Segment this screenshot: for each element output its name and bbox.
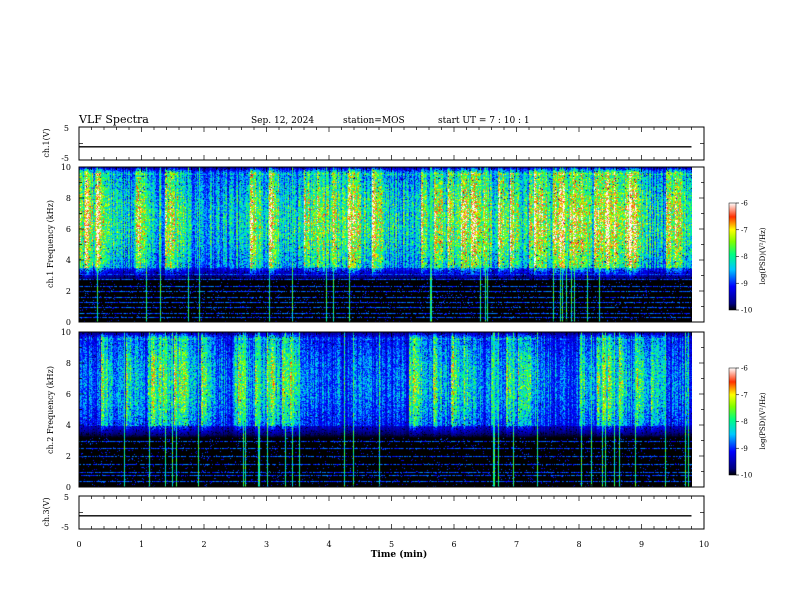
- ytick-label-top: 5: [64, 493, 69, 502]
- ytick-label-bottom: -5: [61, 523, 69, 532]
- colorbar-ch1: -6 -7 -8 -9 -10 log(PSD)(V²/Hz): [728, 200, 767, 315]
- x-tick-label: 2: [201, 540, 206, 549]
- colorbar-tick-label: -9: [741, 445, 748, 453]
- x-tick-label: 3: [264, 540, 269, 549]
- ytick-label: 0: [66, 483, 71, 492]
- x-tick-label: 1: [139, 540, 144, 549]
- x-tick-label: 8: [576, 540, 581, 549]
- colorbar-tick-label: -10: [741, 472, 752, 480]
- colorbar-label: log(PSD)(V²/Hz): [759, 227, 767, 284]
- y-axis-label: ch.3(V): [42, 497, 51, 526]
- ytick-label: 0: [66, 318, 71, 327]
- colorbar-tick-label: -10: [741, 307, 752, 315]
- x-tick-label: 5: [389, 540, 394, 549]
- ytick-label: 8: [66, 194, 71, 203]
- x-axis-label: Time (min): [371, 549, 428, 560]
- spectrogram-ch1-image: [79, 167, 692, 322]
- colorbar-tick-label: -7: [741, 391, 748, 399]
- colorbar-tick-labels: -6 -7 -8 -9 -10: [736, 365, 752, 480]
- x-tick-label: 0: [76, 540, 81, 549]
- ytick-label-bottom: -5: [61, 154, 69, 163]
- x-tick-label: 10: [699, 540, 709, 549]
- ytick-labels: 0 2 4 6 8 10: [61, 328, 71, 492]
- ytick-label: 6: [66, 225, 71, 234]
- colorbar-tick-label: -8: [741, 418, 748, 426]
- panel-ticks: [78, 126, 705, 161]
- ytick-label: 2: [66, 287, 71, 296]
- panel-ticks: [78, 166, 705, 323]
- ytick-label: 10: [61, 163, 71, 172]
- ytick-label: 4: [66, 421, 71, 430]
- x-tick-label: 4: [326, 540, 331, 549]
- colorbar-tick-label: -9: [741, 280, 748, 288]
- colorbar-tick-label: -7: [741, 226, 748, 234]
- y-axis-label: ch.1(V): [42, 128, 51, 157]
- colorbar-ch2: -6 -7 -8 -9 -10 log(PSD)(V²/Hz): [728, 365, 767, 480]
- panel-ticks: [78, 331, 705, 488]
- colorbar-tick-label: -6: [741, 200, 748, 208]
- start-time-label: start UT = 7 : 10 : 1: [438, 116, 530, 126]
- y-axis-label: ch.1 Frequency (kHz): [46, 200, 55, 288]
- colorbar-tick-labels: -6 -7 -8 -9 -10: [736, 200, 752, 315]
- spectrogram-ch2-image: [79, 332, 692, 487]
- ytick-label: 2: [66, 452, 71, 461]
- ytick-label-top: 5: [64, 124, 69, 133]
- ytick-label: 10: [61, 328, 71, 337]
- y-axis-label: ch.2 Frequency (kHz): [46, 366, 55, 454]
- x-tick-label: 9: [639, 540, 644, 549]
- x-tick-label: 6: [451, 540, 456, 549]
- panel-ticks: [78, 495, 705, 530]
- colorbar-tick-label: -6: [741, 365, 748, 373]
- ytick-label: 6: [66, 390, 71, 399]
- panel-ch1-spectrogram: 0 2 4 6 8 10 ch.1 Frequency (kHz): [46, 163, 705, 327]
- figure-title: VLF Spectra: [78, 113, 149, 126]
- panel-ch3-waveform: 5 -5 ch.3(V): [42, 493, 705, 532]
- x-axis-tick-labels: 0 1 2 3 4 5 6 7 8 9 10: [76, 540, 709, 549]
- x-tick-label: 7: [514, 540, 519, 549]
- panel-ch2-spectrogram: 0 2 4 6 8 10 ch.2 Frequency (kHz): [46, 328, 705, 492]
- ytick-label: 4: [66, 256, 71, 265]
- date-label: Sep. 12, 2024: [251, 116, 314, 126]
- ytick-labels: 0 2 4 6 8 10: [61, 163, 71, 327]
- ytick-label: 8: [66, 359, 71, 368]
- colorbar-label: log(PSD)(V²/Hz): [759, 392, 767, 449]
- colorbar-gradient: [728, 202, 737, 311]
- colorbar-tick-label: -8: [741, 253, 748, 261]
- panel-ch1-waveform: 5 -5 ch.1(V): [42, 124, 705, 163]
- station-label: station=MOS: [343, 116, 405, 126]
- colorbar-gradient: [728, 367, 737, 476]
